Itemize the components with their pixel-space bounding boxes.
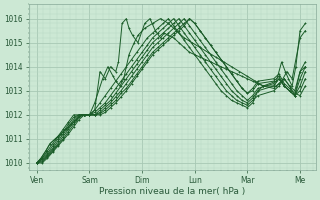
X-axis label: Pression niveau de la mer( hPa ): Pression niveau de la mer( hPa )	[99, 187, 245, 196]
